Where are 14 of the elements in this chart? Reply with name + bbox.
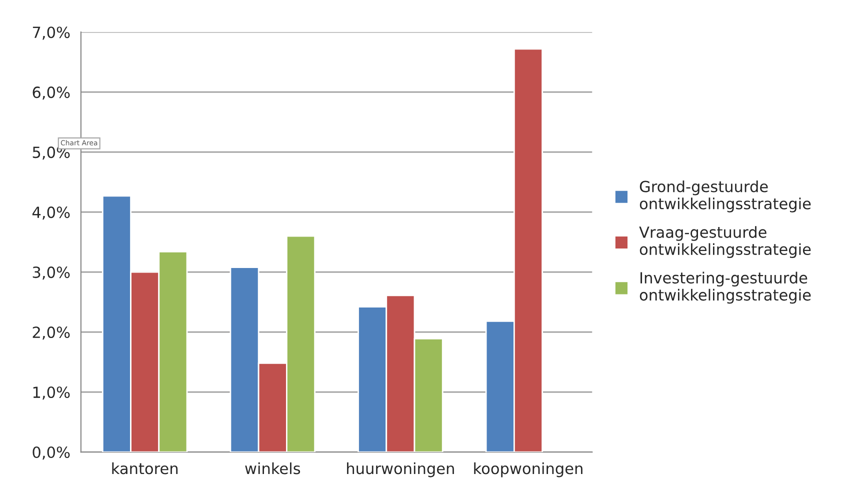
legend-label: Vraag-gestuurde ontwikkelingsstrategie	[639, 226, 811, 258]
y-tick-label: 7,0%	[32, 26, 70, 40]
y-tick-label: 1,0%	[33, 386, 70, 400]
x-tick-label: winkels	[245, 462, 300, 474]
y-tick-label: 3,0%	[32, 266, 70, 280]
y-tick-label: 2,0%	[32, 326, 70, 340]
y-tick-label: 6,0%	[32, 86, 70, 100]
legend-label: Grond-gestuurde ontwikkelingsstrategie	[640, 180, 811, 212]
y-tick-label: 0,0%	[32, 446, 70, 460]
legend-label: Investering-gestuurde ontwikkelingsstrategie	[640, 272, 811, 304]
x-tick-label: huurwoningen	[347, 462, 454, 478]
x-tick-label: koopwoningen	[474, 462, 582, 478]
x-tick-label: kantoren	[112, 462, 178, 474]
y-tick-label: 4,0%	[32, 206, 70, 220]
